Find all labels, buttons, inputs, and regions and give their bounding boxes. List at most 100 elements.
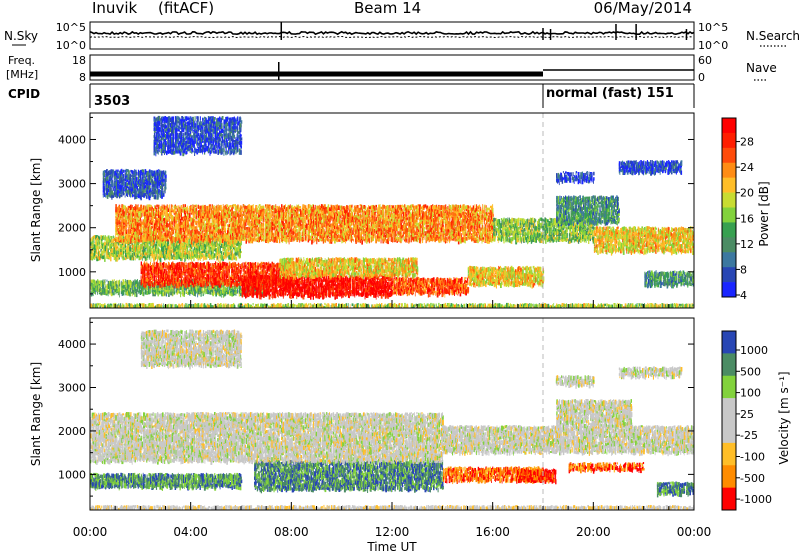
x-tick-label-0: 00:00 <box>73 525 108 539</box>
velocity-colorbar: 1000 500 100 25 -25 -100 -500 -1000 <box>721 330 772 511</box>
velocity-y-axis: 1000 2000 3000 4000 <box>58 321 694 497</box>
nave-tick-top: 60 <box>698 54 712 67</box>
colorbar-swatch-2 <box>722 147 736 164</box>
scatter-band-4 <box>518 468 557 485</box>
colorbar-swatch-6 <box>722 465 736 488</box>
title-mode: (fitACF) <box>158 0 214 17</box>
freq-label: Freq. <box>8 54 35 67</box>
colorbar-tick-label-5: -100 <box>740 451 765 464</box>
colorbar-tick-label-3: 16 <box>740 212 754 225</box>
y-tick-label-3: 4000 <box>58 133 86 146</box>
colorbar-tick-label-7: -1000 <box>740 493 772 506</box>
scatter-band-16 <box>644 270 694 289</box>
colorbar-frame <box>721 117 737 298</box>
scatter-band-12 <box>102 168 167 201</box>
nsky-label: N.Sky <box>4 29 38 43</box>
nsearch-tick-top: 10^5 <box>698 21 728 34</box>
y-tick-label-3: 4000 <box>58 338 86 351</box>
colorbar-swatch-1 <box>722 353 736 377</box>
scatter-band-4 <box>392 276 470 298</box>
colorbar-swatch-5 <box>722 442 736 466</box>
colorbar-swatch-0 <box>722 118 736 134</box>
freq-unit-label: [MHz] <box>6 68 38 81</box>
nsky-tick-top: 10^5 <box>56 21 86 34</box>
nsky-tick-bottom: 10^0 <box>56 39 86 52</box>
colorbar-tick-label-6: -500 <box>740 472 765 485</box>
power-y-axis: 1000 2000 3000 4000 <box>58 116 694 295</box>
x-tick-label-4: 16:00 <box>475 525 510 539</box>
scatter-band-9 <box>493 217 595 245</box>
nsearch-series <box>89 35 695 39</box>
scatter-band-6 <box>90 412 444 466</box>
colorbar-swatch-8 <box>722 237 736 253</box>
colorbar-tick-label-0: 28 <box>740 136 754 149</box>
scatter-band-11 <box>593 226 694 256</box>
colorbar-swatch-2 <box>722 375 736 399</box>
colorbar-swatch-5 <box>722 192 736 208</box>
scatter-band-8 <box>115 204 494 245</box>
scatter-band-5 <box>568 462 645 474</box>
scatter-band-15 <box>556 171 595 186</box>
scatter-band-0 <box>90 504 694 510</box>
freq-trace <box>90 62 694 80</box>
freq-tick-bottom: 8 <box>79 71 86 84</box>
scatter-band-10 <box>556 195 620 227</box>
freq-frame <box>89 54 695 81</box>
scatter-band-9 <box>140 329 243 370</box>
colorbar-tick-label-0: 1000 <box>740 344 768 357</box>
power-data <box>90 115 694 308</box>
colorbar-tick-label-5: 8 <box>740 263 747 276</box>
power-colorbar: 28 24 20 16 12 8 4 <box>721 117 754 302</box>
x-tick-label-6: 00:00 <box>677 525 712 539</box>
scatter-band-10 <box>618 366 683 380</box>
colorbar-swatch-4 <box>722 420 736 444</box>
cpid-label: CPID <box>8 87 40 101</box>
title-date: 06/May/2014 <box>594 0 692 17</box>
freq-series-band <box>90 71 543 77</box>
x-axis-label: Time UT <box>366 540 417 554</box>
freq-tick-top: 18 <box>72 54 86 67</box>
y-tick-label-1: 2000 <box>58 222 86 235</box>
title-station: Inuvik <box>92 0 137 17</box>
x-tick-label-1: 04:00 <box>173 525 208 539</box>
colorbar-tick-label-2: 100 <box>740 387 761 400</box>
x-tick-label-5: 20:00 <box>576 525 611 539</box>
velocity-x-axis: 00:00 04:00 08:00 12:00 16:00 20:00 00:00 <box>73 502 712 539</box>
power-panel: 1000 2000 3000 4000 Slant Range [km] 28 24 20… <box>29 112 771 309</box>
scatter-band-11 <box>555 375 595 389</box>
power-colorbar-label: Power [dB] <box>757 181 771 246</box>
colorbar-tick-label-3: 25 <box>740 408 754 421</box>
colorbar-frame <box>721 330 737 511</box>
colorbar-swatch-7 <box>722 487 736 511</box>
colorbar-swatch-1 <box>722 132 736 149</box>
scatter-band-8 <box>556 399 633 430</box>
y-tick-label-0: 1000 <box>58 468 86 481</box>
nave-tick-bottom: 0 <box>698 71 705 84</box>
y-tick-label-2: 3000 <box>58 382 86 395</box>
colorbar-swatch-3 <box>722 162 736 178</box>
scatter-band-0 <box>90 302 694 308</box>
velocity-panel: 1000 2000 3000 4000 00:00 04:00 08:00 12:00 16:… <box>29 317 791 554</box>
power-x-ticks <box>89 300 695 308</box>
scatter-band-7 <box>443 425 694 457</box>
velocity-data <box>90 329 694 510</box>
colorbar-tick-label-4: 12 <box>740 238 754 251</box>
scatter-band-3 <box>241 274 393 300</box>
power-ylabel: Slant Range [km] <box>29 158 43 262</box>
scatter-band-6 <box>467 265 545 289</box>
y-tick-label-2: 3000 <box>58 178 86 191</box>
cpid-segment-2: normal (fast) 151 <box>546 86 674 101</box>
colorbar-tick-label-1: 24 <box>740 161 754 174</box>
colorbar-swatch-7 <box>722 222 736 238</box>
colorbar-swatch-4 <box>722 177 736 193</box>
colorbar-tick-label-1: 500 <box>740 365 761 378</box>
colorbar-swatch-6 <box>722 207 736 223</box>
nsky-frame <box>89 21 695 50</box>
y-tick-label-1: 2000 <box>58 425 86 438</box>
scatter-band-5 <box>279 257 419 281</box>
colorbar-swatch-3 <box>722 398 736 421</box>
nsky-trace <box>89 22 695 40</box>
nsky-panel: N.Sky 10^5 10^0 10^5 10^0 N.Search <box>4 21 800 52</box>
y-tick-label-0: 1000 <box>58 266 86 279</box>
